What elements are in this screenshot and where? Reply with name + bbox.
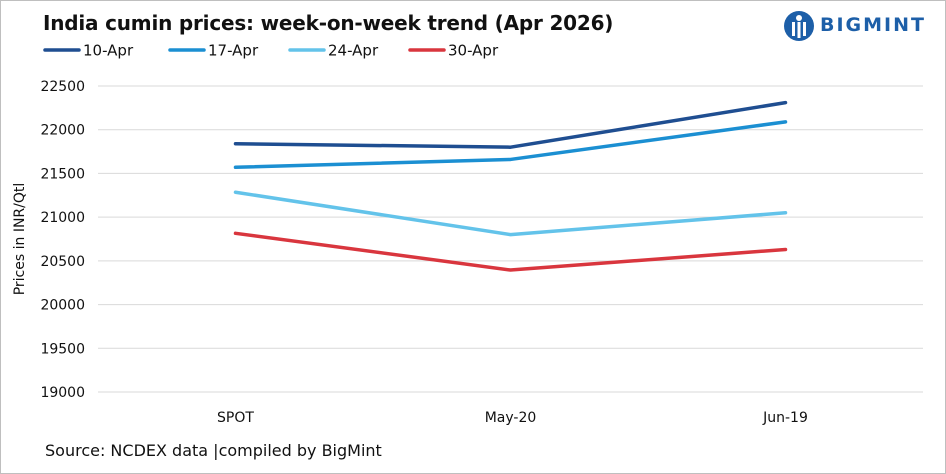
chart-title: India cumin prices: week-on-week trend (… [43, 11, 614, 35]
series-line [233, 190, 788, 237]
legend-label: 10-Apr [83, 42, 134, 60]
y-axis-label: Prices in INR/Qtl [12, 183, 28, 296]
legend-label: 24-Apr [328, 42, 379, 60]
brand-logo-icon [784, 11, 814, 41]
x-tick-label: May-20 [485, 410, 537, 426]
legend-label: 17-Apr [208, 42, 259, 60]
series-line [233, 120, 788, 170]
series-line [233, 231, 788, 272]
chart-gridlines [98, 85, 923, 393]
x-tick-label: SPOT [217, 410, 254, 426]
y-tick-label: 22500 [40, 79, 85, 95]
x-tick-label: Jun-19 [762, 410, 808, 426]
x-axis-ticks: SPOT May-20 Jun-19 [217, 410, 808, 426]
source-note: Source: NCDEX data |compiled by BigMint [45, 441, 382, 460]
brand-name: BIGMINT [820, 14, 926, 36]
y-axis-ticks: 19000 19500 20000 20500 21000 21500 22000 22500 [40, 79, 85, 401]
y-tick-label: 22000 [40, 123, 85, 139]
brand-logo: BIGMINT [782, 9, 924, 43]
y-tick-label: 21500 [40, 166, 85, 182]
y-tick-label: 20000 [40, 298, 85, 314]
y-tick-label: 20500 [40, 254, 85, 270]
chart-series [233, 100, 788, 272]
legend-label: 30-Apr [448, 42, 499, 60]
series-line [233, 100, 788, 149]
y-tick-label: 19000 [40, 385, 85, 401]
y-tick-label: 21000 [40, 210, 85, 226]
y-tick-label: 19500 [40, 341, 85, 357]
chart-legend: 10-Apr 17-Apr 24-Apr 30-Apr [43, 42, 499, 60]
